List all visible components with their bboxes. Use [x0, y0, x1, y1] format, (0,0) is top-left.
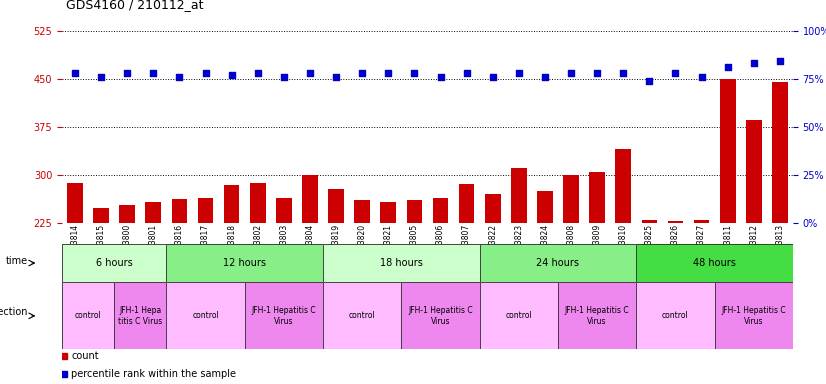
- Text: infection: infection: [0, 308, 28, 318]
- Point: [382, 70, 395, 76]
- Point: [591, 70, 604, 76]
- Bar: [772, 82, 788, 223]
- Point: [539, 74, 552, 80]
- Bar: [511, 168, 527, 223]
- Text: JFH-1 Hepatitis C
Virus: JFH-1 Hepatitis C Virus: [408, 306, 472, 326]
- Bar: [172, 199, 188, 223]
- Point: [330, 74, 343, 80]
- Bar: [406, 200, 422, 223]
- Bar: [250, 183, 266, 223]
- Bar: [563, 175, 579, 223]
- Text: 18 hours: 18 hours: [380, 258, 423, 268]
- Bar: [328, 189, 344, 223]
- Point: [121, 70, 134, 76]
- Text: count: count: [71, 351, 99, 361]
- Point: [303, 70, 316, 76]
- Text: percentile rank within the sample: percentile rank within the sample: [71, 369, 236, 379]
- Bar: [589, 172, 605, 223]
- Text: JFH-1 Hepatitis C
Virus: JFH-1 Hepatitis C Virus: [565, 306, 629, 326]
- Text: control: control: [349, 311, 376, 320]
- Text: time: time: [6, 256, 28, 266]
- Bar: [485, 194, 501, 223]
- Bar: [694, 220, 710, 223]
- Bar: [302, 175, 318, 223]
- Text: control: control: [192, 311, 219, 320]
- Bar: [642, 220, 657, 223]
- Text: control: control: [662, 311, 689, 320]
- Bar: [120, 205, 135, 223]
- Bar: [667, 221, 683, 223]
- Point: [721, 64, 734, 70]
- Point: [69, 70, 82, 76]
- Point: [643, 78, 656, 84]
- Text: GDS4160 / 210112_at: GDS4160 / 210112_at: [66, 0, 203, 12]
- Text: JFH-1 Hepatitis C
Virus: JFH-1 Hepatitis C Virus: [721, 306, 786, 326]
- Bar: [537, 191, 553, 223]
- Text: 12 hours: 12 hours: [223, 258, 266, 268]
- Bar: [719, 79, 735, 223]
- Point: [512, 70, 525, 76]
- Point: [251, 70, 264, 76]
- Text: control: control: [506, 311, 532, 320]
- Text: JFH-1 Hepatitis C
Virus: JFH-1 Hepatitis C Virus: [252, 306, 316, 326]
- Bar: [354, 200, 370, 223]
- Point: [355, 70, 368, 76]
- Point: [278, 74, 291, 80]
- Point: [564, 70, 577, 76]
- Point: [147, 70, 160, 76]
- Bar: [276, 199, 292, 223]
- Point: [748, 60, 761, 66]
- Point: [487, 74, 500, 80]
- Bar: [746, 120, 762, 223]
- Bar: [145, 202, 161, 223]
- Point: [94, 74, 107, 80]
- Point: [434, 74, 447, 80]
- Bar: [224, 185, 240, 223]
- Point: [617, 70, 630, 76]
- Point: [773, 58, 786, 65]
- Point: [669, 70, 682, 76]
- Bar: [615, 149, 631, 223]
- Text: 24 hours: 24 hours: [537, 258, 580, 268]
- Text: 48 hours: 48 hours: [693, 258, 736, 268]
- Point: [460, 70, 473, 76]
- Point: [695, 74, 708, 80]
- Bar: [197, 199, 213, 223]
- Point: [225, 72, 238, 78]
- Text: JFH-1 Hepa
titis C Virus: JFH-1 Hepa titis C Virus: [118, 306, 163, 326]
- Text: 6 hours: 6 hours: [96, 258, 132, 268]
- Text: control: control: [74, 311, 102, 320]
- Bar: [93, 208, 109, 223]
- Bar: [458, 184, 474, 223]
- Point: [408, 70, 421, 76]
- Bar: [381, 202, 396, 223]
- Bar: [67, 183, 83, 223]
- Point: [199, 70, 212, 76]
- Bar: [433, 198, 449, 223]
- Point: [173, 74, 186, 80]
